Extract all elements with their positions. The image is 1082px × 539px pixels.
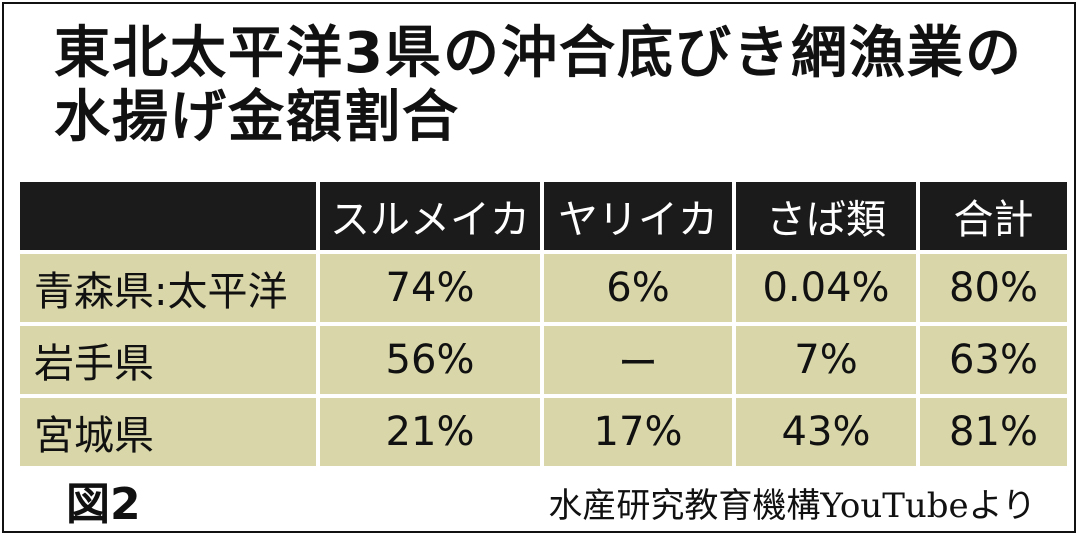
figure-frame: 東北太平洋3県の沖合底びき網漁業の水揚げ金額割合 スルメイカ ヤリイカ さば類 合計青…: [2, 2, 1076, 533]
table-cell: 7%: [736, 326, 916, 394]
table-cell: 43%: [736, 398, 916, 466]
column-header: 合計: [920, 182, 1067, 250]
table-cell: 6%: [544, 254, 732, 322]
table-cell: 21%: [320, 398, 540, 466]
row-label: 青森県:太平洋: [20, 254, 316, 322]
table-cell: 63%: [920, 326, 1067, 394]
column-header: スルメイカ: [320, 182, 540, 250]
table-cell: 17%: [544, 398, 732, 466]
header-corner-cell: [20, 182, 316, 250]
figure-title: 東北太平洋3県の沖合底びき網漁業の水揚げ金額割合: [54, 21, 1023, 150]
column-header: ヤリイカ: [544, 182, 732, 250]
figure-label: 図2: [66, 479, 141, 530]
table-cell: 74%: [320, 254, 540, 322]
source-credit: 水産研究教育機構YouTubeより: [548, 486, 1036, 526]
table-cell: 0.04%: [736, 254, 916, 322]
column-header: さば類: [736, 182, 916, 250]
table-cell: ー: [544, 326, 732, 394]
table-cell: 56%: [320, 326, 540, 394]
table-cell: 80%: [920, 254, 1067, 322]
data-table: スルメイカ ヤリイカ さば類 合計青森県:太平洋 74% 6% 0.04% 80% 岩手県 56%…: [20, 182, 1067, 472]
row-label: 宮城県: [20, 398, 316, 466]
row-label: 岩手県: [20, 326, 316, 394]
table-cell: 81%: [920, 398, 1067, 466]
